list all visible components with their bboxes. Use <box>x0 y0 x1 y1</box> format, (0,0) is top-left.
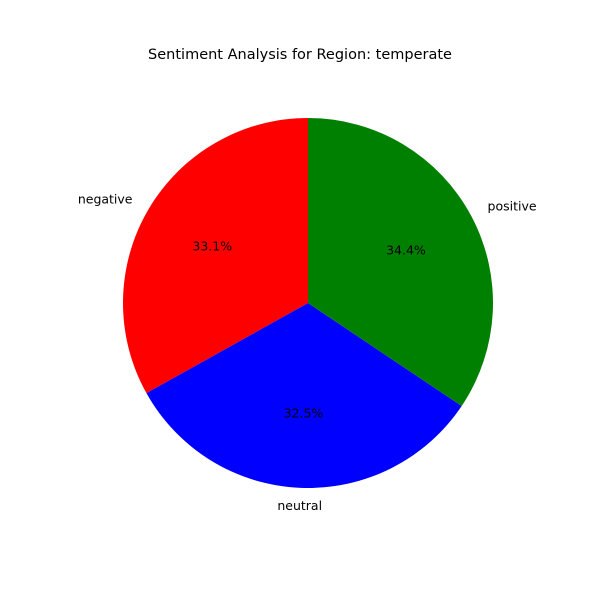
pie-slice-neutral <box>146 303 462 488</box>
slice-percent-neutral: 32.5% <box>284 405 324 420</box>
slice-percent-negative: 33.1% <box>192 238 232 253</box>
pie-slice-negative <box>122 118 308 394</box>
slice-label-positive: positive <box>488 199 537 214</box>
chart-title: Sentiment Analysis for Region: temperate <box>148 47 452 63</box>
slice-label-negative: negative <box>78 191 133 206</box>
slice-label-neutral: neutral <box>277 498 322 513</box>
pie-slice-positive <box>308 118 493 407</box>
slice-percent-positive: 34.4% <box>386 242 426 257</box>
